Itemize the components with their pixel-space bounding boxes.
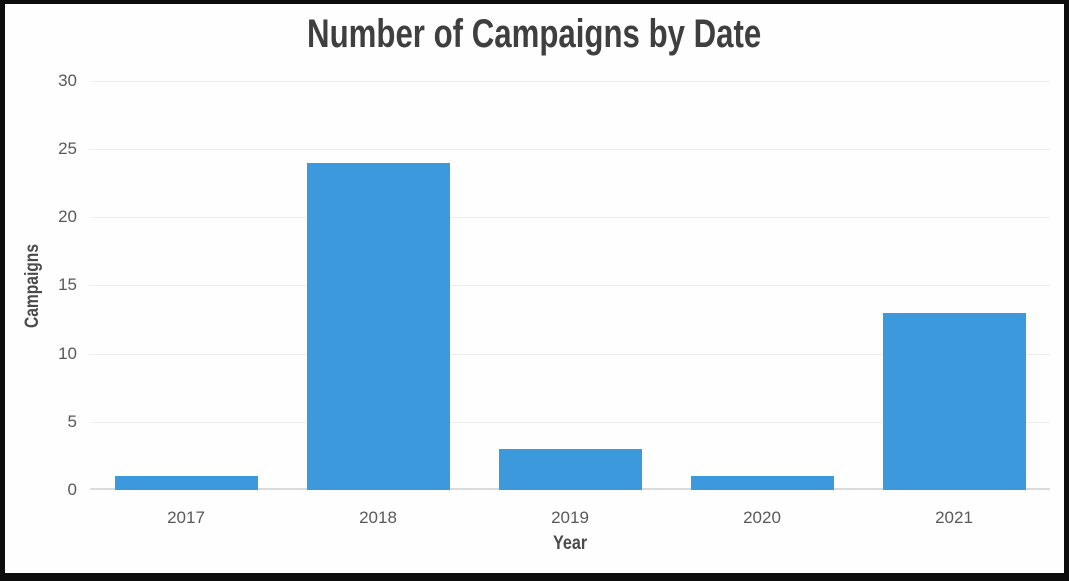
bar-2021 — [883, 313, 1026, 490]
bar-2018 — [307, 163, 450, 490]
y-tick-label-15: 15 — [58, 275, 77, 294]
gridline-y15 — [90, 285, 1050, 286]
plot-area — [90, 81, 1050, 490]
x-tick-label-2017: 2017 — [167, 508, 205, 527]
y-tick-label-25: 25 — [58, 139, 77, 158]
x-axis-tick-labels: 2017 2018 2019 2020 2021 — [90, 508, 1050, 528]
gridline-y30 — [90, 81, 1050, 82]
y-tick-label-20: 20 — [58, 207, 77, 226]
x-axis-title: Year — [90, 533, 1050, 555]
gridline-y10 — [90, 354, 1050, 355]
bar-2020 — [691, 476, 834, 490]
x-tick-label-2019: 2019 — [551, 508, 589, 527]
y-tick-label-5: 5 — [67, 412, 77, 431]
gridline-y5 — [90, 422, 1050, 423]
x-axis-title-text: Year — [552, 533, 588, 554]
x-tick-label-2020: 2020 — [743, 508, 781, 527]
gridline-y25 — [90, 149, 1050, 150]
x-tick-label-2021: 2021 — [935, 508, 973, 527]
bar-2017 — [115, 476, 258, 490]
gridline-y20 — [90, 217, 1050, 218]
y-tick-label-0: 0 — [67, 480, 77, 499]
x-tick-label-2018: 2018 — [359, 508, 397, 527]
chart-title-text: Number of Campaigns by Date — [307, 12, 762, 56]
bar-2019 — [499, 449, 642, 490]
chart-title: Number of Campaigns by Date — [5, 12, 1064, 56]
y-tick-label-30: 30 — [58, 71, 77, 90]
y-tick-label-10: 10 — [58, 344, 77, 363]
